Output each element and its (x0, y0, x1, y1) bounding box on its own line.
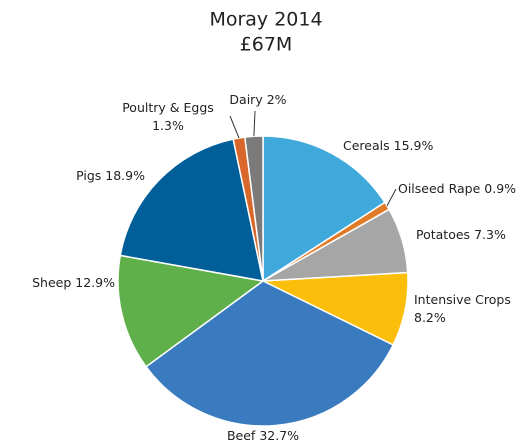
slice-name: Potatoes (416, 227, 470, 242)
leader-line (386, 188, 397, 207)
pie-slice (144, 280, 395, 427)
leader-line (253, 110, 256, 137)
slice-value: 1.3% (152, 118, 184, 133)
leader-line (229, 115, 240, 139)
slice-value: 2% (267, 92, 287, 107)
pie-slice (119, 138, 264, 282)
slice-label: Beef 32.7% (227, 428, 299, 443)
slice-name: Dairy (229, 92, 263, 107)
chart-title: Moray 2014 (209, 9, 322, 31)
slice-value: 18.9% (105, 168, 145, 183)
slice-value: 15.9% (394, 138, 434, 153)
slice-label: Potatoes 7.3% (416, 227, 506, 242)
slice-value: 32.7% (259, 428, 299, 443)
pie-slice (262, 135, 386, 283)
pie-slice (117, 254, 265, 368)
slice-name: Sheep (32, 275, 71, 290)
slice-name: Oilseed Rape (398, 181, 481, 196)
slice-label: Intensive Crops 8.2% (414, 292, 511, 325)
slice-name: Poultry & Eggs (122, 100, 214, 115)
slice-label: Dairy 2% (229, 92, 286, 107)
chart-subtitle: £67M (240, 34, 293, 56)
slice-label: Poultry & Eggs 1.3% (122, 100, 214, 133)
slice-value: 0.9% (484, 181, 516, 196)
slice-name: Pigs (76, 168, 101, 183)
slice-value: 12.9% (75, 275, 115, 290)
slice-label: Pigs 18.9% (76, 168, 145, 183)
slice-name: Beef (227, 428, 256, 443)
slice-value: 8.2% (414, 310, 446, 325)
slice-label: Oilseed Rape 0.9% (398, 181, 516, 196)
slice-name: Cereals (343, 138, 390, 153)
slice-name: Intensive Crops (414, 292, 511, 307)
slice-label: Cereals 15.9% (343, 138, 433, 153)
slice-label: Sheep 12.9% (32, 275, 115, 290)
slice-value: 7.3% (474, 227, 506, 242)
